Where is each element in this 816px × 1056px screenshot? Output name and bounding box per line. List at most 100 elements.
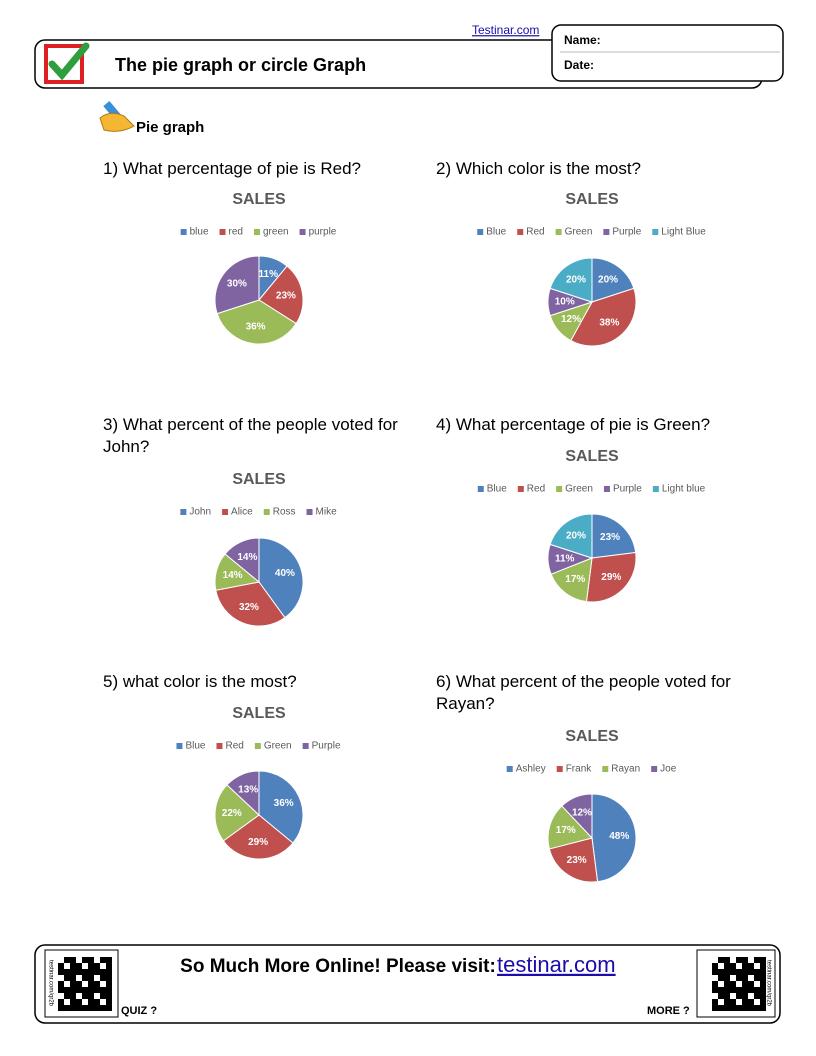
qr-cell (712, 963, 718, 969)
qr-cell (70, 969, 76, 975)
legend-label: Blue (487, 484, 507, 495)
qr-cell (82, 1005, 88, 1011)
qr-cell (94, 969, 100, 975)
legend-swatch (299, 229, 306, 235)
qr-cell (760, 981, 766, 987)
qr-cell (724, 969, 730, 975)
legend-label: green (263, 227, 289, 238)
qr-cell (742, 975, 748, 981)
qr-cell (742, 987, 748, 993)
legend-label: Red (527, 484, 545, 495)
qr-cell (748, 963, 754, 969)
qr-cell (82, 969, 88, 975)
qr-cell (748, 999, 754, 1005)
qr-cell (712, 987, 718, 993)
qr-cell (100, 957, 106, 963)
slice-label: 29% (601, 572, 621, 583)
qr-cell (94, 999, 100, 1005)
qr-cell (742, 957, 748, 963)
qr-cell (760, 963, 766, 969)
qr-cell (736, 987, 742, 993)
qr-cell (88, 957, 94, 963)
qr-cell (760, 975, 766, 981)
qr-cell (736, 975, 742, 981)
qr-cell (106, 975, 112, 981)
qr-cell (748, 1005, 754, 1011)
date-label: Date: (564, 58, 594, 72)
pie-slice (226, 770, 260, 817)
chart-title: SALES (232, 705, 286, 722)
qr-cell (88, 969, 94, 975)
legend-label: Frank (566, 764, 593, 775)
slice-label: 14% (223, 570, 243, 581)
legend-label: Green (565, 484, 593, 495)
qr-side-text: testinar.com/qr2b (47, 960, 53, 1007)
qr-cell (754, 1005, 760, 1011)
qr-cell (58, 999, 64, 1005)
qr-cell (106, 1005, 112, 1011)
legend-label: Ashley (516, 764, 546, 775)
qr-cell (730, 963, 736, 969)
qr-cell (100, 1005, 106, 1011)
quiz-label: QUIZ ? (121, 1005, 157, 1017)
footer-text: So Much More Online! Please visit: (180, 956, 496, 977)
qr-cell (94, 987, 100, 993)
slice-label: 32% (239, 602, 259, 613)
legend-label: Purple (613, 484, 642, 495)
pie-slice (585, 551, 637, 603)
qr-cell (82, 975, 88, 981)
qr-cell (730, 999, 736, 1005)
qr-cell (718, 987, 724, 993)
qr-cell (64, 993, 70, 999)
slice-label: 48% (609, 831, 629, 842)
qr-cell (64, 1005, 70, 1011)
pie-slice (550, 557, 593, 603)
qr-cell (754, 969, 760, 975)
footer-link[interactable]: testinar.com (497, 952, 616, 977)
legend-label: Green (565, 227, 593, 238)
qr-cell (64, 975, 70, 981)
slice-label: 17% (565, 574, 585, 585)
qr-cell (718, 1005, 724, 1011)
qr-cell (742, 1005, 748, 1011)
question: 3) What percent of the people voted for … (103, 415, 398, 456)
qr-cell (106, 999, 112, 1005)
pie-slice (258, 537, 304, 619)
qr-cell (76, 981, 82, 987)
pie-slice (591, 793, 637, 883)
qr-cell (100, 987, 106, 993)
slice-label: 10% (555, 297, 575, 308)
slice-label: 11% (555, 553, 575, 564)
qr-cell (724, 957, 730, 963)
qr-cell (70, 993, 76, 999)
qr-cell (748, 969, 754, 975)
qr-cell (106, 957, 112, 963)
pie-slice (549, 513, 593, 559)
legend-label: Blue (486, 227, 506, 238)
legend-swatch (263, 509, 270, 515)
qr-cell (742, 993, 748, 999)
qr-cell (724, 963, 730, 969)
qr-cell (82, 993, 88, 999)
qr-cell (718, 993, 724, 999)
pencil-icon (99, 100, 135, 132)
qr-cell (76, 1005, 82, 1011)
qr-cell (760, 969, 766, 975)
slice-label: 23% (600, 532, 620, 543)
slice-label: 11% (259, 269, 279, 280)
check-mark (48, 42, 90, 81)
chart-title: SALES (565, 728, 619, 745)
legend-swatch (556, 766, 563, 772)
chart-title: SALES (232, 471, 286, 488)
question: 4) What percentage of pie is Green? (436, 415, 711, 434)
qr-cell (742, 963, 748, 969)
legend-swatch (302, 743, 309, 749)
slice-label: 23% (567, 855, 587, 866)
pie-slice (224, 537, 260, 584)
legend-swatch (222, 509, 229, 515)
qr-cell (88, 981, 94, 987)
pie-slice (222, 814, 294, 860)
legend-label: Light blue (662, 484, 706, 495)
site-link[interactable]: Testinar.com (472, 23, 539, 37)
qr-cell (76, 987, 82, 993)
